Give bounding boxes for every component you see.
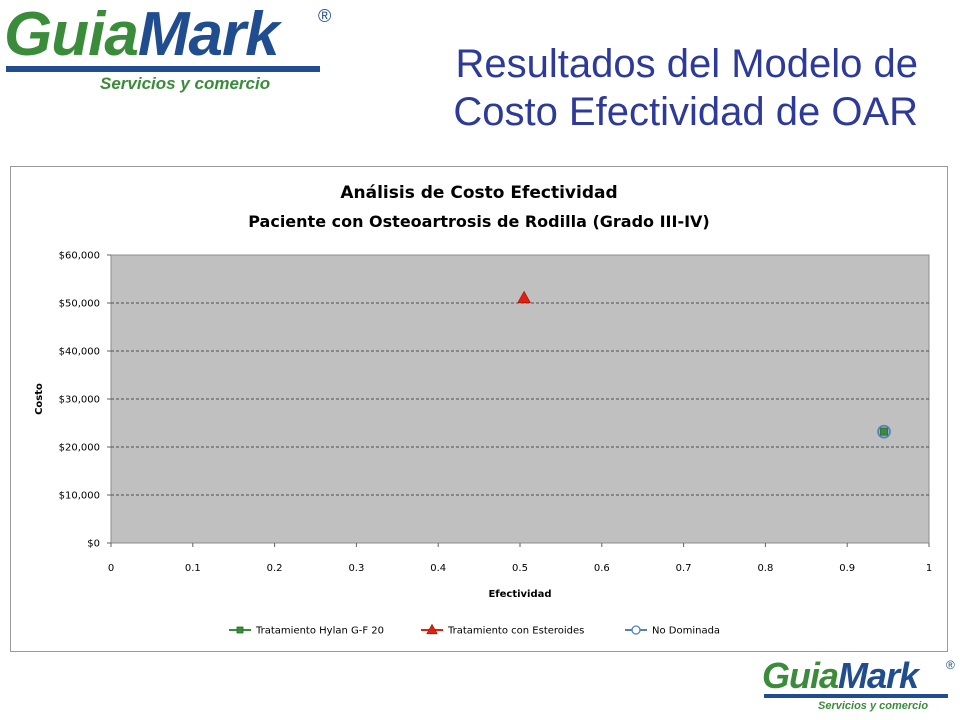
legend-marker-triangle — [426, 623, 438, 635]
chart-container: Análisis de Costo Efectividad Paciente co… — [10, 166, 948, 652]
registered-mark: ® — [946, 658, 955, 672]
slide-title: Resultados del Modelo de Costo Efectivid… — [372, 40, 918, 136]
data-point-square-overlay — [880, 427, 888, 436]
y-tick-label: $60,000 — [59, 251, 100, 262]
y-axis-label: Costo — [34, 383, 45, 415]
y-tick-label: $50,000 — [59, 299, 100, 310]
x-tick-label: 0.2 — [267, 563, 283, 574]
legend-label: Tratamiento con Esteroides — [447, 626, 584, 637]
x-tick-label: 0.5 — [512, 563, 528, 574]
logo-tagline: Servicios y comercio — [818, 700, 929, 712]
chart-subtitle: Paciente con Osteoartrosis de Rodilla (G… — [248, 212, 710, 231]
x-axis-label: Efectividad — [488, 589, 551, 600]
logo-underline — [764, 694, 948, 698]
cost-effectiveness-chart: Análisis de Costo Efectividad Paciente co… — [34, 183, 932, 637]
data-point-triangle — [517, 290, 531, 304]
logo-wordmark: GuiaMark — [4, 0, 280, 69]
slide-title-line1: Resultados del Modelo de — [455, 42, 918, 86]
legend-label: No Dominada — [652, 626, 720, 637]
y-tick-label: $0 — [87, 539, 100, 550]
x-tick-label: 0.6 — [594, 563, 610, 574]
logo-tagline: Servicios y comercio — [100, 74, 271, 93]
y-tick-label: $20,000 — [59, 443, 100, 454]
logo-wordmark: GuiaMark — [762, 655, 919, 696]
x-tick-label: 0.8 — [757, 563, 773, 574]
registered-mark: ® — [318, 6, 332, 26]
legend-label: Tratamiento Hylan G-F 20 — [255, 626, 384, 637]
x-tick-label: 0.4 — [430, 563, 446, 574]
chart-title: Análisis de Costo Efectividad — [340, 183, 617, 203]
slide-title-line2: Costo Efectividad de OAR — [453, 90, 918, 134]
x-tick-label: 0.7 — [676, 563, 692, 574]
y-tick-label: $10,000 — [59, 491, 100, 502]
x-tick-label: 0.1 — [185, 563, 201, 574]
legend-marker-circle — [631, 625, 641, 635]
y-tick-label: $30,000 — [59, 395, 100, 406]
guiamark-logo-footer: GuiaMark ® Servicios y comercio — [762, 658, 958, 718]
legend-marker-square — [236, 626, 244, 634]
y-tick-label: $40,000 — [59, 347, 100, 358]
x-tick-label: 1 — [926, 563, 932, 574]
guiamark-logo: GuiaMark ® Servicios y comercio — [4, 4, 340, 96]
x-tick-label: 0 — [108, 563, 114, 574]
x-tick-label: 0.3 — [348, 563, 364, 574]
logo-underline — [6, 66, 320, 72]
x-tick-label: 0.9 — [839, 563, 855, 574]
